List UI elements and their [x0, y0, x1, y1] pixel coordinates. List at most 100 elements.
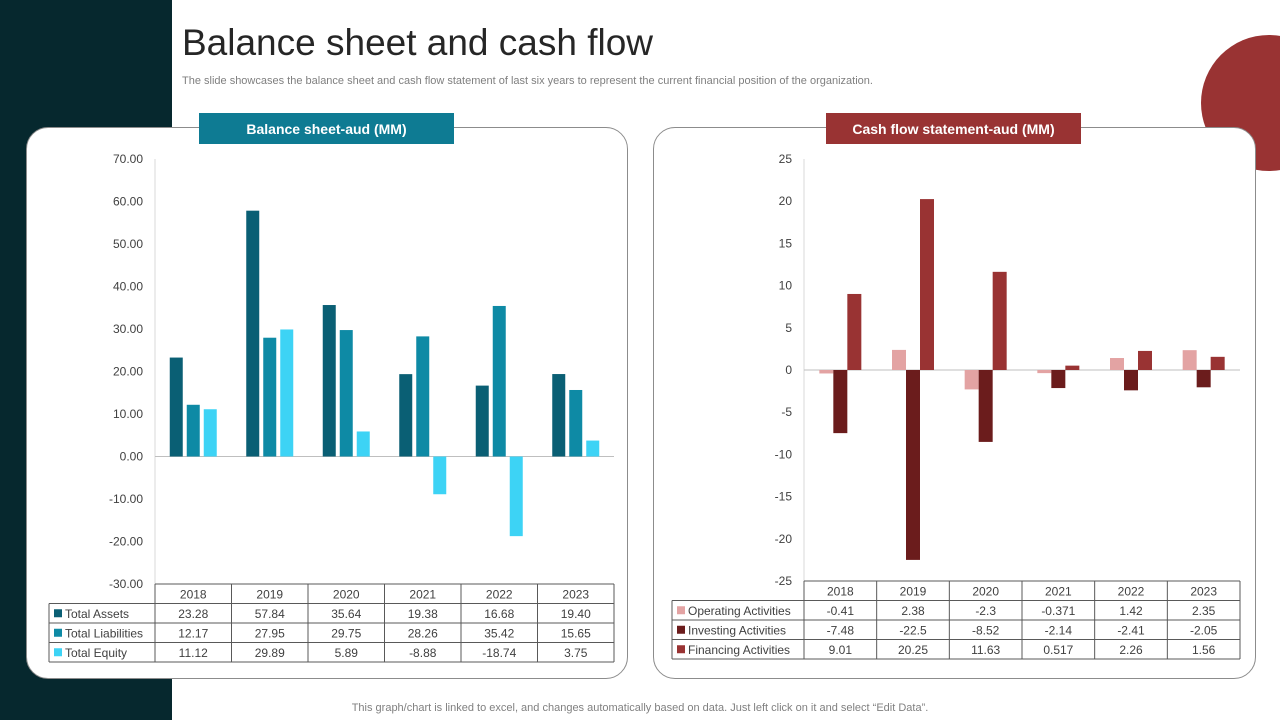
bar [992, 271, 1007, 370]
data-label: 19.38 [408, 607, 438, 621]
y-tick-label: -5 [781, 405, 792, 419]
bar [169, 357, 183, 457]
bar [920, 199, 934, 370]
data-label: 5.89 [335, 646, 359, 660]
bar [569, 389, 583, 457]
data-label: -2.14 [1045, 623, 1073, 637]
bar [433, 456, 447, 495]
data-label: 1.42 [1119, 604, 1143, 618]
y-tick-label: 30.00 [113, 322, 143, 336]
data-label: 20.25 [898, 643, 928, 657]
bar [1182, 350, 1197, 370]
bar [186, 404, 200, 457]
x-tick-label: 2020 [333, 587, 360, 601]
data-label: -8.52 [972, 623, 1000, 637]
data-label: 28.26 [408, 626, 438, 640]
legend-label: Investing Activities [688, 623, 786, 637]
data-label: 12.17 [178, 626, 208, 640]
x-tick-label: 2022 [1118, 584, 1145, 598]
bar [1037, 370, 1052, 374]
legend-label: Total Equity [65, 646, 127, 660]
data-label: -2.3 [975, 604, 996, 618]
bar [322, 305, 336, 457]
data-label: 3.75 [564, 646, 588, 660]
data-label: 16.68 [484, 607, 514, 621]
bar [906, 370, 920, 560]
y-tick-label: -25 [775, 574, 793, 588]
data-label: -7.48 [827, 623, 855, 637]
x-tick-label: 2020 [972, 584, 999, 598]
data-label: 27.95 [255, 626, 285, 640]
bar [339, 330, 353, 457]
y-tick-label: 20 [779, 194, 793, 208]
y-tick-label: 10.00 [113, 407, 143, 421]
y-tick-label: -10 [775, 447, 793, 461]
data-label: -0.41 [827, 604, 855, 618]
y-tick-label: -15 [775, 490, 793, 504]
bar [586, 440, 600, 457]
x-tick-label: 2022 [486, 587, 513, 601]
y-tick-label: 70.00 [113, 152, 143, 166]
bar [819, 370, 834, 374]
y-tick-label: 0 [785, 363, 792, 377]
legend-swatch [677, 625, 685, 634]
bar [1138, 350, 1152, 370]
data-label: -2.41 [1117, 623, 1145, 637]
data-label: 29.75 [331, 626, 361, 640]
legend-swatch [54, 609, 62, 618]
bar [1051, 370, 1066, 389]
legend-swatch [677, 606, 685, 615]
bar [475, 385, 489, 457]
bar [964, 370, 979, 390]
bar [263, 337, 277, 457]
bar [1124, 370, 1138, 391]
data-label: 29.89 [255, 646, 285, 660]
y-tick-label: 40.00 [113, 280, 143, 294]
footer-note: This graph/chart is linked to excel, and… [351, 702, 929, 714]
bar [1210, 356, 1225, 370]
y-tick-label: 25 [779, 152, 793, 166]
data-label: 2.38 [901, 604, 925, 618]
bar [1065, 365, 1080, 370]
legend-swatch [54, 648, 62, 657]
x-tick-label: 2023 [1190, 584, 1217, 598]
legend-swatch [677, 645, 685, 654]
data-label: 9.01 [829, 643, 853, 657]
legend-label: Total Liabilities [65, 626, 143, 640]
page-title: Balance sheet and cash flow [182, 22, 654, 63]
data-label: 15.65 [561, 626, 591, 640]
data-label: -0.371 [1041, 604, 1075, 618]
bar [847, 293, 862, 370]
x-tick-label: 2018 [827, 584, 854, 598]
data-label: -22.5 [899, 623, 927, 637]
bar [492, 305, 506, 457]
data-label: 19.40 [561, 607, 591, 621]
bar [833, 370, 848, 434]
data-label: 2.26 [1119, 643, 1143, 657]
y-tick-label: -30.00 [109, 577, 143, 591]
data-label: 35.64 [331, 607, 361, 621]
legend-label: Total Assets [65, 607, 129, 621]
data-label: -2.05 [1190, 623, 1218, 637]
bar [552, 374, 566, 457]
x-tick-label: 2023 [562, 587, 589, 601]
data-label: 35.42 [484, 626, 514, 640]
x-tick-label: 2021 [1045, 584, 1072, 598]
cash-flow-panel [653, 127, 1256, 679]
data-label: 1.56 [1192, 643, 1216, 657]
data-label: 57.84 [255, 607, 285, 621]
cash-flow-title: Cash flow statement-aud (MM) [826, 113, 1081, 144]
x-tick-label: 2019 [900, 584, 927, 598]
legend-swatch [54, 628, 62, 637]
legend-label: Operating Activities [688, 604, 791, 618]
y-tick-label: 15 [779, 236, 793, 250]
data-label: -8.88 [409, 646, 437, 660]
bar [203, 409, 217, 457]
bar [356, 431, 370, 457]
legend-label: Financing Activities [688, 643, 790, 657]
y-tick-label: -20.00 [109, 535, 143, 549]
bar [399, 374, 413, 457]
y-tick-label: 0.00 [120, 450, 144, 464]
